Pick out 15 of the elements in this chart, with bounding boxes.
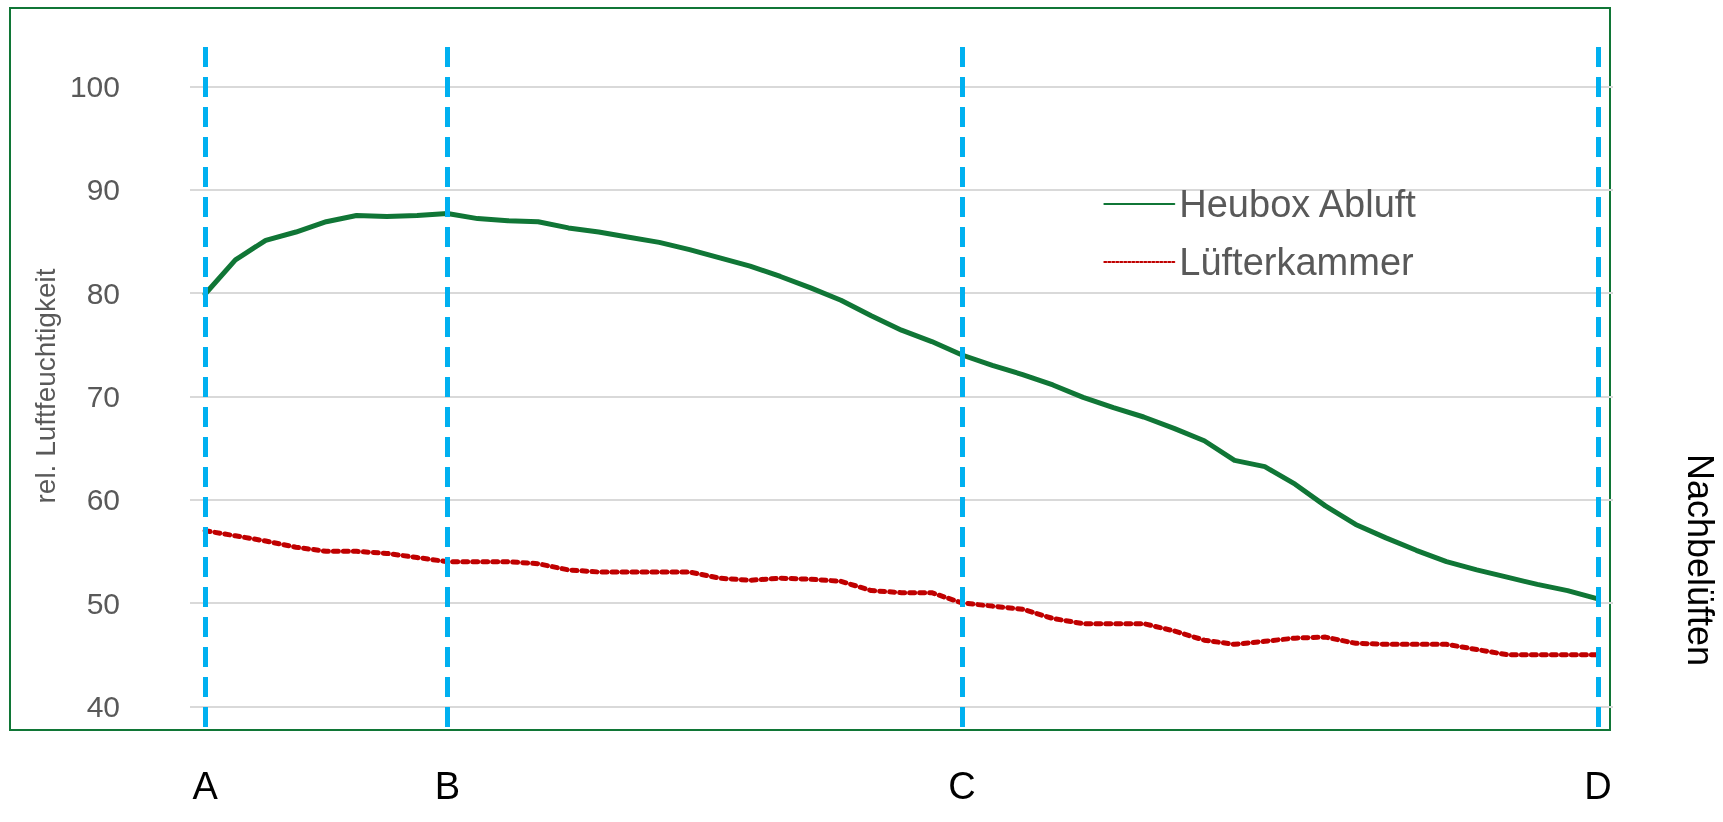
- y-tick-label: 90: [86, 173, 120, 207]
- x-tick-label: A: [192, 765, 219, 807]
- y-tick-label: 70: [86, 379, 120, 413]
- y-tick-label: 80: [86, 276, 120, 310]
- legend-label: Heubox Abluft: [1179, 183, 1417, 225]
- legend-label: Lüfterkammer: [1179, 241, 1415, 283]
- x-tick-label: B: [434, 765, 461, 807]
- y-tick-label: 50: [86, 586, 120, 620]
- y-tick-label: 60: [86, 483, 120, 517]
- text: Nachbelüften: [1679, 453, 1721, 667]
- y-tick-label: 40: [86, 689, 120, 723]
- x-tick-label: D: [1584, 765, 1612, 807]
- y-axis-title: rel. Luftfeuchtigkeit: [29, 268, 61, 504]
- x-tick-label: C: [948, 765, 976, 807]
- y-tick-label: 100: [69, 69, 120, 103]
